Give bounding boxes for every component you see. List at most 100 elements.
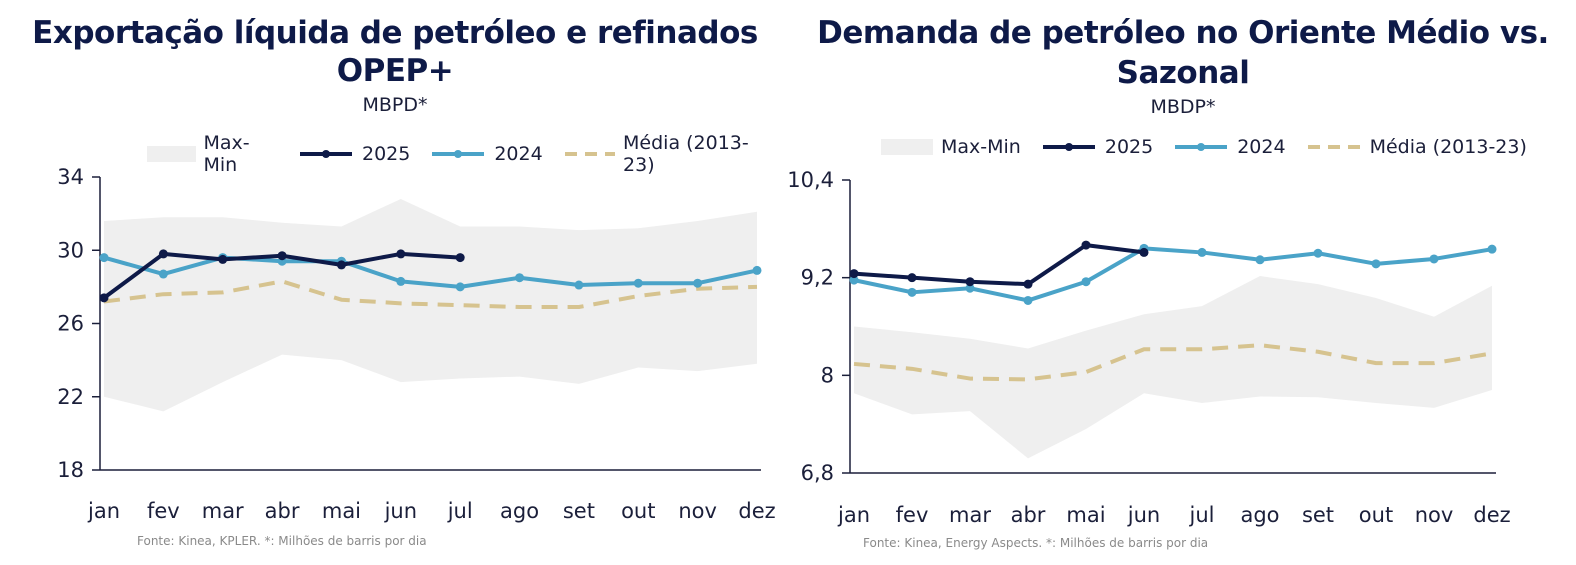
x-tick-label: jan	[837, 503, 870, 527]
data-point-s2025	[965, 277, 975, 287]
data-point-s2024	[1197, 247, 1207, 257]
y-tick-label: 8	[821, 363, 834, 387]
data-point-s2024	[1371, 259, 1381, 269]
data-point-s2025	[1139, 247, 1149, 257]
y-tick-label: 34	[57, 165, 84, 189]
chart-source-note: Fonte: Kinea, KPLER. *: Milhões de barri…	[137, 534, 427, 548]
x-tick-label: ago	[500, 499, 539, 523]
y-tick-label: 6,8	[801, 461, 834, 485]
data-point-s2025	[99, 293, 109, 303]
chart-legend: Max-Min 2025 2024 Média (2013-23)	[881, 136, 1547, 158]
data-point-s2024	[158, 269, 168, 279]
data-point-s2024	[455, 282, 465, 292]
data-point-s2024	[693, 278, 703, 288]
maxmin-band	[104, 198, 757, 412]
y-tick-label: 10,4	[787, 168, 834, 192]
series-line-media	[103, 279, 758, 310]
data-point-s2024	[1023, 295, 1033, 305]
x-tick-label: jan	[87, 499, 120, 523]
chart-title-line1: Exportação líquida de petróleo e refinad…	[32, 15, 758, 51]
data-point-s2024	[574, 280, 584, 290]
legend-item-2025: 2025	[1041, 136, 1153, 158]
data-point-s2024	[396, 276, 406, 286]
chart-title-line2: OPEP+	[336, 53, 454, 89]
x-tick-label: jun	[1127, 503, 1160, 527]
data-point-s2024	[1255, 255, 1265, 265]
x-tick-label: abr	[265, 499, 300, 523]
data-point-s2024	[1313, 248, 1323, 258]
x-tick-label: jul	[1189, 503, 1215, 527]
x-tick-label: mai	[322, 499, 361, 523]
series-line-media	[853, 343, 1493, 382]
legend-item-media: Média (2013-23)	[563, 132, 770, 176]
chart-title-line2: Sazonal	[1116, 55, 1250, 91]
series-line-s2024	[853, 246, 1493, 303]
data-point-s2025	[336, 260, 346, 270]
legend-swatch-media	[1307, 145, 1360, 149]
data-point-s2025	[158, 249, 168, 259]
x-tick-label: set	[1302, 503, 1334, 527]
data-point-s2025	[1023, 279, 1033, 289]
data-point-s2024	[99, 253, 109, 263]
x-tick-label: mai	[1066, 503, 1105, 527]
x-tick-label: jul	[447, 499, 473, 523]
chart-title-line1: Demanda de petróleo no Oriente Médio vs.	[817, 15, 1549, 51]
maxmin-band	[854, 276, 1492, 459]
legend-swatch-2024	[1175, 143, 1228, 151]
chart-panel-middle-east-demand: Demanda de petróleo no Oriente Médio vs.…	[787, 0, 1576, 565]
legend-swatch-2024	[432, 150, 485, 158]
x-tick-label: dez	[738, 499, 775, 523]
y-tick-label: 9,2	[801, 266, 834, 290]
chart-plot-area: 18 22 26 30 34 jan fev mar abr mai jun jul ago set out…	[57, 165, 775, 523]
data-point-s2025	[455, 253, 465, 263]
data-point-s2024	[1081, 277, 1091, 287]
data-point-s2024	[515, 273, 525, 283]
chart-legend: Max-Min 2025 2024 Média (2013-23)	[147, 132, 790, 176]
legend-label-2025: 2025	[1104, 136, 1154, 158]
legend-item-maxmin: Max-Min	[147, 132, 278, 176]
x-tick-label: abr	[1011, 503, 1046, 527]
data-point-s2024	[965, 283, 975, 293]
chart-plot-area: 6,8 8 9,2 10,4 jan fev mar abr mai jun jul ago set ou…	[787, 168, 1510, 527]
legend-label-maxmin: Max-Min	[941, 136, 1021, 158]
legend-swatch-band	[147, 146, 196, 162]
chart-subtitle: MBDP*	[1150, 96, 1216, 118]
legend-label-maxmin: Max-Min	[203, 132, 250, 176]
data-point-s2025	[907, 273, 917, 283]
legend-swatch-media	[564, 152, 616, 156]
legend-item-2024: 2024	[430, 143, 543, 165]
data-point-s2024	[633, 278, 643, 288]
x-tick-label: mar	[949, 503, 991, 527]
data-point-s2024	[1487, 244, 1497, 254]
data-point-s2025	[277, 251, 287, 261]
data-point-s2025	[218, 254, 228, 264]
data-point-s2024	[907, 287, 917, 297]
data-point-s2024	[752, 265, 762, 275]
x-tick-label: mar	[202, 499, 244, 523]
x-tick-label: nov	[1415, 503, 1454, 527]
legend-item-maxmin: Max-Min	[881, 136, 1021, 158]
x-tick-label: out	[621, 499, 655, 523]
y-tick-label: 22	[57, 385, 84, 409]
data-point-s2024	[849, 275, 859, 285]
legend-swatch-2025	[1042, 143, 1095, 151]
legend-swatch-band	[881, 139, 933, 155]
legend-label-2024: 2024	[494, 143, 543, 165]
legend-swatch-2025	[299, 150, 352, 158]
data-point-s2025	[396, 249, 406, 259]
legend-label-media: Média (2013-23)	[1369, 136, 1527, 158]
y-tick-label: 26	[57, 312, 84, 336]
legend-label-2025: 2025	[361, 143, 411, 165]
y-tick-label: 30	[57, 238, 84, 262]
chart-source-note: Fonte: Kinea, Energy Aspects. *: Milhões…	[863, 536, 1209, 550]
legend-item-media: Média (2013-23)	[1306, 136, 1527, 158]
data-point-s2025	[1081, 240, 1091, 250]
legend-item-2025: 2025	[298, 143, 410, 165]
x-tick-label: dez	[1473, 503, 1510, 527]
x-tick-label: ago	[1240, 503, 1279, 527]
y-tick-label: 18	[57, 458, 84, 482]
x-tick-label: fev	[147, 499, 180, 523]
x-tick-label: out	[1359, 503, 1393, 527]
x-tick-label: nov	[678, 499, 717, 523]
legend-label-media: Média (2013-23)	[623, 132, 749, 176]
